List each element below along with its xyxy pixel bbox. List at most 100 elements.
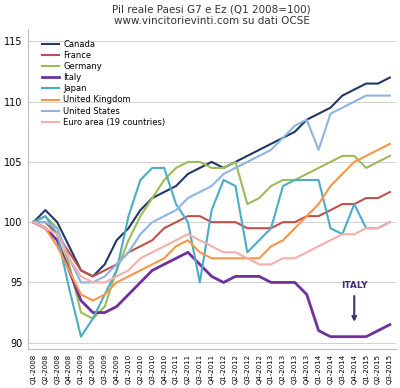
United States (31, 220, 36, 225)
Japan (138, 178, 143, 182)
United States (78, 280, 83, 285)
Germany (126, 238, 131, 242)
Canada (209, 159, 214, 164)
United Kingdom (233, 256, 238, 261)
Text: ITALY: ITALY (341, 281, 368, 319)
United States (138, 232, 143, 237)
United Kingdom (352, 159, 357, 164)
United Kingdom (43, 226, 48, 230)
Euro area (19 countries) (174, 238, 178, 242)
United Kingdom (209, 256, 214, 261)
France (245, 226, 250, 230)
Germany (197, 159, 202, 164)
United Kingdom (162, 256, 166, 261)
United Kingdom (328, 184, 333, 188)
United States (55, 226, 60, 230)
United States (364, 93, 368, 98)
Germany (233, 159, 238, 164)
Euro area (19 countries) (245, 256, 250, 261)
Line: Germany: Germany (34, 156, 390, 319)
United Kingdom (388, 142, 392, 146)
United Kingdom (138, 268, 143, 273)
Euro area (19 countries) (114, 274, 119, 279)
Germany (186, 159, 190, 164)
United Kingdom (102, 292, 107, 297)
Canada (257, 147, 262, 152)
United Kingdom (31, 220, 36, 225)
Italy (233, 274, 238, 279)
United States (126, 250, 131, 255)
Italy (150, 268, 155, 273)
France (340, 202, 345, 206)
Canada (126, 226, 131, 230)
France (269, 226, 274, 230)
Euro area (19 countries) (90, 280, 95, 285)
France (209, 220, 214, 225)
Euro area (19 countries) (280, 256, 285, 261)
Japan (328, 226, 333, 230)
United States (67, 256, 72, 261)
France (174, 220, 178, 225)
Euro area (19 countries) (257, 262, 262, 267)
United Kingdom (376, 147, 380, 152)
Germany (150, 196, 155, 200)
Canada (197, 166, 202, 170)
France (233, 220, 238, 225)
Euro area (19 countries) (233, 250, 238, 255)
France (364, 196, 368, 200)
Euro area (19 countries) (388, 220, 392, 225)
United States (340, 105, 345, 110)
Italy (257, 274, 262, 279)
United States (245, 159, 250, 164)
United Kingdom (280, 238, 285, 242)
Japan (162, 166, 166, 170)
Italy (67, 268, 72, 273)
Canada (55, 220, 60, 225)
Japan (292, 178, 297, 182)
Japan (316, 178, 321, 182)
France (186, 214, 190, 218)
Japan (304, 178, 309, 182)
Euro area (19 countries) (352, 232, 357, 237)
France (197, 214, 202, 218)
Germany (245, 202, 250, 206)
France (43, 220, 48, 225)
United States (257, 154, 262, 158)
France (257, 226, 262, 230)
United Kingdom (221, 256, 226, 261)
France (376, 196, 380, 200)
Japan (186, 220, 190, 225)
Canada (269, 142, 274, 146)
Japan (340, 232, 345, 237)
United Kingdom (304, 214, 309, 218)
Italy (364, 334, 368, 339)
Line: Euro area (19 countries): Euro area (19 countries) (34, 222, 390, 282)
France (78, 268, 83, 273)
France (138, 244, 143, 249)
United States (102, 274, 107, 279)
Canada (340, 93, 345, 98)
Germany (376, 159, 380, 164)
United Kingdom (67, 268, 72, 273)
Euro area (19 countries) (328, 238, 333, 242)
Italy (340, 334, 345, 339)
Line: United States: United States (34, 95, 390, 282)
Euro area (19 countries) (162, 244, 166, 249)
France (328, 208, 333, 213)
Italy (269, 280, 274, 285)
Italy (209, 274, 214, 279)
France (67, 250, 72, 255)
United Kingdom (257, 256, 262, 261)
Germany (388, 154, 392, 158)
Germany (352, 154, 357, 158)
Japan (388, 220, 392, 225)
Germany (90, 316, 95, 321)
France (388, 190, 392, 194)
Germany (138, 214, 143, 218)
United States (221, 171, 226, 176)
Germany (269, 184, 274, 188)
United Kingdom (114, 280, 119, 285)
Japan (67, 286, 72, 291)
Japan (174, 202, 178, 206)
United Kingdom (316, 202, 321, 206)
